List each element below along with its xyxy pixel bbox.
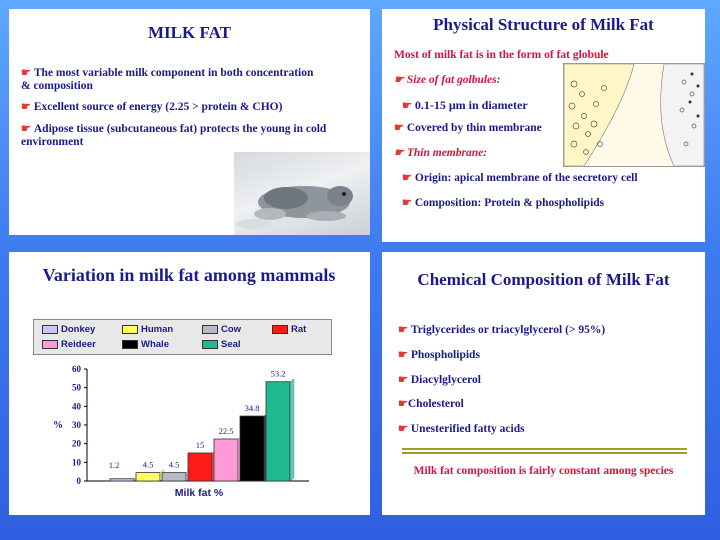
y-tick-label: 0 <box>77 476 82 486</box>
bar-value-label: 4.5 <box>169 460 180 470</box>
slide1-bullet-1: ☛ The most variable milk component in bot… <box>21 67 321 93</box>
pointing-hand-icon: ☛ <box>21 67 31 79</box>
y-tick-label: 30 <box>72 420 82 430</box>
bar-rat <box>188 453 212 481</box>
y-tick-label: 50 <box>72 383 82 393</box>
pointing-hand-icon: ☛ <box>398 374 408 386</box>
seal-pup-photo <box>234 152 370 235</box>
composition-item-fatty-acids: ☛ Unesterified fatty acids <box>398 423 525 436</box>
slide1-bullet-3: ☛ Adipose tissue (subcutaneous fat) prote… <box>21 123 366 149</box>
y-tick-label: 20 <box>72 439 82 449</box>
pointing-hand-icon: ☛ <box>398 398 408 410</box>
y-tick-label: 10 <box>72 457 82 467</box>
composition-item-triglycerides: ☛ Triglycerides or triacylglycerol (> 95%… <box>398 324 605 337</box>
milk-fat-bar-chart: 0 10 20 30 40 50 60% Milk fat % 1.2 4.5 4.5 15 22.5 3… <box>9 252 370 515</box>
slide4-title: Chemical Composition of Milk Fat <box>382 270 705 290</box>
bar-donkey <box>110 479 134 481</box>
bar-depth-seal <box>290 379 294 481</box>
slide-physical-structure: Physical Structure of Milk Fat Most of m… <box>382 9 705 242</box>
bar-human <box>136 473 160 481</box>
composition-item-cholesterol: ☛Cholesterol <box>398 398 464 411</box>
bar-seal <box>266 382 290 481</box>
slide-milk-fat-variation: Variation in milk fat among mammals Donk… <box>9 252 370 515</box>
bar-value-label: 15 <box>196 440 205 450</box>
bar-reideer <box>214 439 238 481</box>
bar-whale <box>240 416 264 481</box>
slide-milk-fat: MILK FAT ☛ The most variable milk compone… <box>9 9 370 235</box>
composition-item-diacylglycerol: ☛ Diacylglycerol <box>398 374 481 387</box>
slide2-bullet-diameter: ☛ 0.1-15 μm in diameter <box>402 99 528 113</box>
pointing-hand-icon: ☛ <box>402 172 412 184</box>
slide2-bullet-membrane: ☛ Covered by thin membrane <box>394 122 542 135</box>
x-axis-label: Milk fat % <box>175 487 224 499</box>
slide2-bullet-thin-membrane: ☛ Thin membrane: <box>394 147 487 160</box>
y-axis-label: % <box>53 420 63 431</box>
y-tick-label: 60 <box>72 364 82 374</box>
bar-value-label: 34.8 <box>245 403 260 413</box>
slide2-bullet-size: ☛ Size of fat golbules: <box>394 74 500 87</box>
y-tick-label: 40 <box>72 401 82 411</box>
divider-line <box>402 452 687 454</box>
pointing-hand-icon: ☛ <box>398 349 408 361</box>
divider-line <box>402 448 687 450</box>
pointing-hand-icon: ☛ <box>394 122 404 134</box>
pointing-hand-icon: ☛ <box>398 324 408 336</box>
bar-value-label: 4.5 <box>143 460 154 470</box>
slide2-intro: Most of milk fat is in the form of fat g… <box>394 49 694 62</box>
bar-cow <box>162 473 186 481</box>
slide1-bullet-2: ☛ Excellent source of energy (2.25 > prot… <box>21 101 361 114</box>
slide2-bullet-origin: ☛ Origin: apical membrane of the secretor… <box>402 172 638 185</box>
bar-value-label: 53.2 <box>271 369 286 379</box>
slide4-footer: Milk fat composition is fairly constant … <box>397 462 690 481</box>
pointing-hand-icon: ☛ <box>394 74 404 86</box>
pointing-hand-icon: ☛ <box>21 101 31 113</box>
slide2-bullet-composition: ☛ Composition: Protein & phospholipids <box>402 197 604 210</box>
pointing-hand-icon: ☛ <box>402 197 412 209</box>
composition-item-phospholipids: ☛ Phospholipids <box>398 349 480 362</box>
bar-value-label: 22.5 <box>219 426 234 436</box>
fat-globule-diagram <box>563 63 705 167</box>
pointing-hand-icon: ☛ <box>398 423 408 435</box>
slide2-title: Physical Structure of Milk Fat <box>382 15 705 35</box>
slide1-title: MILK FAT <box>9 23 370 43</box>
bar-value-label: 1.2 <box>109 460 120 470</box>
slide-chemical-composition: Chemical Composition of Milk Fat ☛ Trigly… <box>382 252 705 515</box>
pointing-hand-icon: ☛ <box>394 147 404 159</box>
pointing-hand-icon: ☛ <box>402 100 412 112</box>
pointing-hand-icon: ☛ <box>21 123 31 135</box>
